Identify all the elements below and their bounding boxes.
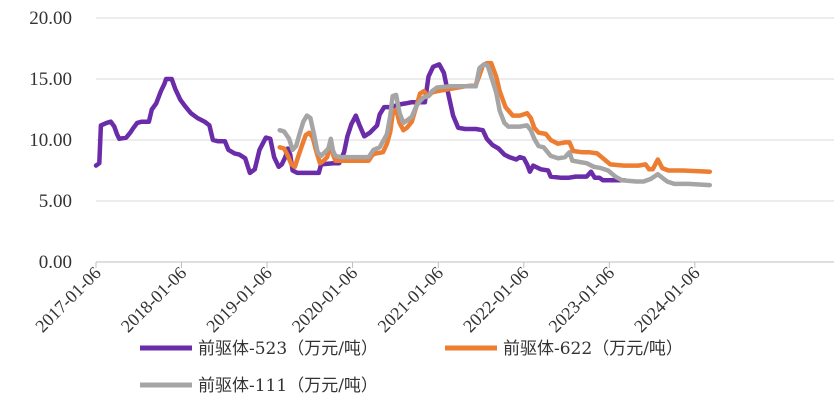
y-tick-label: 5.00 [39,191,72,212]
legend-item-523: 前驱体-523（万元/吨） [140,339,378,359]
x-tick-label: 2019-01-06 [202,263,276,337]
legend-item-111: 前驱体-111（万元/吨） [140,376,378,396]
x-tick-label: 2024-01-06 [630,263,704,337]
y-axis: 0.00 5.00 10.00 15.00 20.00 [29,8,72,273]
y-tick-label: 10.00 [29,130,72,151]
legend-label-622: 前驱体-622（万元/吨） [503,339,683,359]
x-axis: 2017-01-06 2018-01-06 2019-01-06 2020-01-06… [31,262,704,337]
plot-area [93,60,713,188]
gridlines [96,17,834,202]
legend-item-622: 前驱体-622（万元/吨） [445,339,683,359]
y-tick-label: 20.00 [29,8,72,29]
y-tick-label: 15.00 [29,69,72,90]
x-tick-label: 2021-01-06 [374,263,448,337]
y-tick-label: 0.00 [39,252,72,273]
series-line-111 [277,62,713,188]
legend: 前驱体-523（万元/吨） 前驱体-622（万元/吨） 前驱体-111（万元/吨… [140,339,683,396]
x-tick-label: 2020-01-06 [288,263,362,337]
series-line-622 [277,60,713,174]
x-tick-label: 2017-01-06 [31,263,105,337]
x-tick-label: 2018-01-06 [117,263,191,337]
x-tick-label: 2022-01-06 [459,263,533,337]
x-tick-label: 2023-01-06 [545,263,619,337]
series-line-523 [93,62,627,183]
legend-label-111: 前驱体-111（万元/吨） [198,376,378,396]
legend-label-523: 前驱体-523（万元/吨） [198,339,378,359]
